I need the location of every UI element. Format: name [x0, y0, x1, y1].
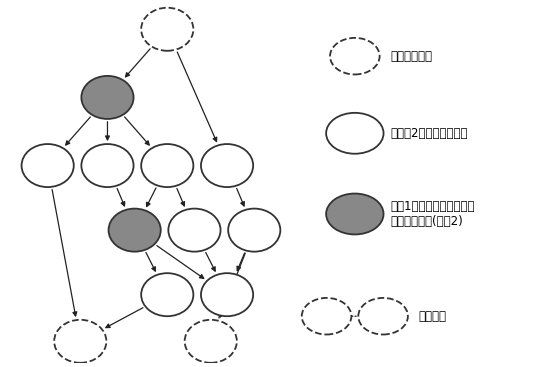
Ellipse shape — [81, 144, 134, 187]
Text: 时序路径: 时序路径 — [418, 310, 447, 323]
Ellipse shape — [326, 113, 384, 154]
Text: 时序餃辑单元: 时序餃辑单元 — [390, 50, 432, 63]
Ellipse shape — [168, 208, 221, 252]
Ellipse shape — [81, 76, 134, 119]
Ellipse shape — [141, 144, 193, 187]
Text: 集劈1中的扇出最大一部分
组合餃辑单元(集劈2): 集劈1中的扇出最大一部分 组合餃辑单元(集劈2) — [390, 200, 475, 228]
Ellipse shape — [22, 144, 74, 187]
Ellipse shape — [326, 193, 384, 235]
Ellipse shape — [54, 320, 107, 363]
Ellipse shape — [201, 273, 253, 316]
Ellipse shape — [201, 144, 253, 187]
Ellipse shape — [109, 208, 161, 252]
Ellipse shape — [302, 298, 352, 334]
Text: 非集劈2的组合餃辑单元: 非集劈2的组合餃辑单元 — [390, 127, 468, 140]
Ellipse shape — [228, 208, 280, 252]
Ellipse shape — [141, 273, 193, 316]
Ellipse shape — [141, 8, 193, 51]
Ellipse shape — [185, 320, 237, 363]
Ellipse shape — [358, 298, 408, 334]
Ellipse shape — [330, 38, 380, 75]
